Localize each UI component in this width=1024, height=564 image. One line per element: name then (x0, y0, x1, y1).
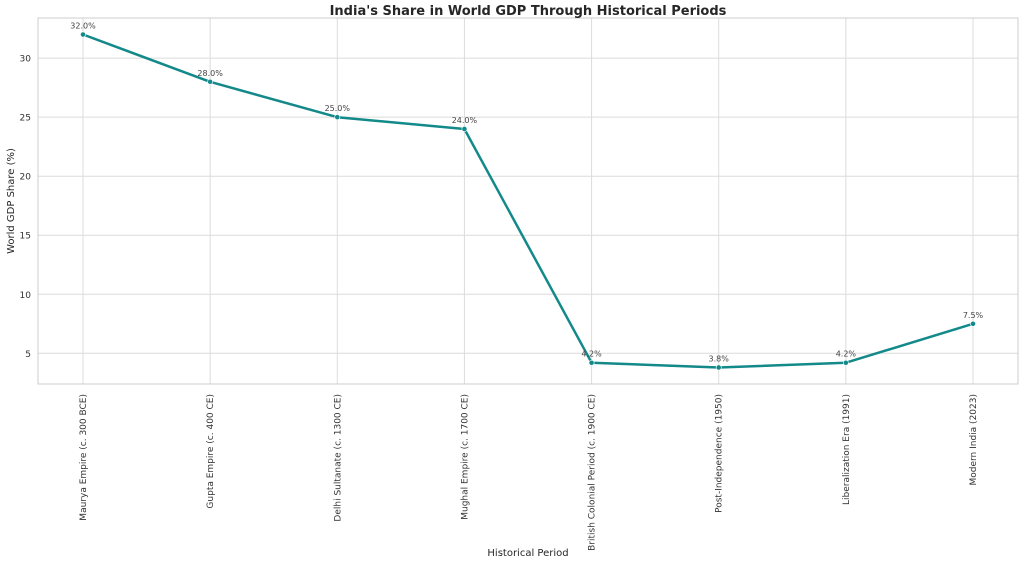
x-tick-label: Gupta Empire (c. 400 CE) (206, 394, 216, 509)
data-point (334, 114, 341, 121)
x-tick-label: Mughal Empire (c. 1700 CE) (460, 394, 470, 520)
data-point (715, 364, 722, 371)
y-tick-label: 20 (20, 173, 32, 183)
y-tick-label: 10 (20, 291, 32, 301)
data-point (842, 359, 849, 366)
data-point (461, 126, 468, 132)
series-line (81, 33, 975, 369)
data-labels: 32.0% 28.0% 25.0% 24.0% 4.2% 3.8% 4.2% 7.5% (70, 22, 983, 364)
data-point (970, 320, 976, 327)
x-tick-label: Delhi Sultanate (c. 1300 CE) (333, 394, 343, 522)
y-axis-ticks: 5 10 15 20 25 30 (20, 55, 32, 360)
data-point (588, 359, 595, 366)
y-tick-label: 30 (20, 55, 32, 65)
x-axis-ticks: Maurya Empire (c. 300 BCE) Gupta Empire (… (79, 394, 979, 551)
y-axis-label: World GDP Share (%) (6, 148, 17, 254)
x-tick-label: British Colonial Period (c. 1900 CE) (588, 394, 598, 551)
data-label: 32.0% (70, 22, 96, 31)
data-label: 24.0% (452, 116, 478, 125)
data-label: 7.5% (963, 311, 984, 320)
data-point (207, 78, 214, 85)
x-tick-label: Post-Independence (1950) (715, 394, 725, 513)
data-label: 3.8% (709, 354, 730, 363)
y-tick-label: 25 (20, 114, 31, 124)
x-tick-label: Liberalization Era (1991) (842, 394, 852, 505)
x-axis-label: Historical Period (487, 548, 568, 559)
x-tick-label: Modern India (2023) (969, 394, 979, 486)
data-label: 4.2% (581, 350, 602, 359)
x-tick-label: Maurya Empire (c. 300 BCE) (79, 394, 89, 521)
plot-frame (37, 17, 1019, 385)
data-series (80, 31, 976, 371)
data-label: 28.0% (197, 69, 223, 78)
chart-title: India's Share in World GDP Through Histo… (330, 4, 727, 19)
y-tick-label: 15 (20, 232, 31, 242)
data-label: 25.0% (325, 104, 351, 113)
y-tick-label: 5 (25, 350, 31, 360)
data-label: 4.2% (836, 350, 857, 359)
data-point (80, 31, 86, 38)
